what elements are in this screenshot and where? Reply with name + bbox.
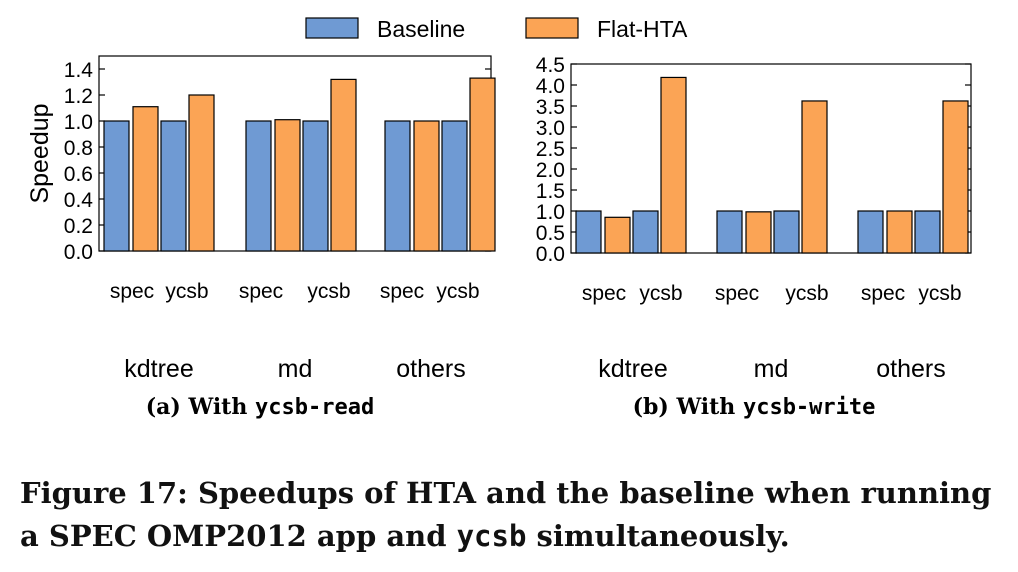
group-label: md	[278, 355, 313, 383]
bar-kdtree-spec-flat-hta	[604, 216, 631, 254]
x-tick-label: ycsb	[436, 280, 479, 303]
bar-md-spec-baseline	[245, 120, 272, 252]
caption-prefix: Figure 17: Speedups of HTA and the basel…	[20, 476, 992, 553]
x-tick-label: spec	[715, 282, 759, 305]
figure-canvas: Baseline Flat-HTA 0.0 0.2 0.4 0.6 0.8 1.0 1.2 1.…	[26, 16, 972, 420]
panel-b: 0.00.51.01.52.02.53.03.54.04.5 spec ycsb kd…	[536, 54, 972, 420]
y-tick-label: 2.5	[536, 138, 565, 161]
x-tick-label: ycsb	[307, 280, 350, 303]
y-tick-label: 0.0	[536, 243, 565, 266]
x-tick-label: ycsb	[639, 282, 682, 305]
group-label: kdtree	[598, 355, 667, 383]
bar-md-ycsb-baseline	[773, 210, 800, 254]
y-tick-label: 1.0	[64, 111, 93, 134]
bar-kdtree-spec-baseline	[575, 210, 602, 254]
bar-kdtree-ycsb-flat-hta	[188, 94, 215, 252]
y-tick-label: 0.5	[536, 222, 565, 245]
y-tick-label: 3.5	[536, 96, 565, 119]
y-tick-label: 4.5	[536, 54, 565, 77]
caption-suffix: simultaneously.	[526, 519, 790, 553]
x-tick-label: ycsb	[918, 282, 961, 305]
legend-label-1: Flat-HTA	[597, 16, 688, 42]
x-tick-label: ycsb	[165, 280, 208, 303]
y-tick-label: 1.2	[64, 85, 93, 108]
legend-swatch-1	[525, 17, 579, 39]
subcaption: (a) With ycsb-read	[146, 394, 374, 420]
x-tick-label: spec	[110, 280, 154, 303]
panel-a: 0.0 0.2 0.4 0.6 0.8 1.0 1.2 1.4 Speedup spec ycsb k…	[26, 55, 496, 420]
group-label: others	[876, 355, 945, 383]
x-tick-label: spec	[380, 280, 424, 303]
y-tick-label: 0.6	[64, 163, 93, 186]
caption-code: ycsb	[456, 519, 527, 553]
legend: Baseline Flat-HTA	[305, 16, 688, 42]
x-tick-label: ycsb	[785, 282, 828, 305]
x-tick-label: spec	[582, 282, 626, 305]
y-tick-label: 1.0	[536, 201, 565, 224]
bar-kdtree-ycsb-baseline	[632, 210, 659, 254]
group-label: kdtree	[124, 355, 193, 383]
bar-md-ycsb-flat-hta	[330, 78, 357, 252]
subcaption-code: ycsb-read	[255, 395, 374, 420]
bar-others-ycsb-baseline	[441, 120, 468, 252]
bar-kdtree-ycsb-flat-hta	[660, 76, 687, 254]
y-tick-label: 0.0	[64, 241, 93, 264]
x-tick-label: spec	[239, 280, 283, 303]
bar-kdtree-spec-flat-hta	[132, 106, 159, 252]
y-axis-label: Speedup	[26, 103, 54, 203]
y-tick-label: 0.8	[64, 137, 93, 160]
bar-md-spec-flat-hta	[745, 211, 772, 254]
subcaption: (b) With ycsb-write	[633, 394, 876, 420]
group-label: others	[396, 355, 465, 383]
bar-kdtree-spec-baseline	[103, 120, 130, 252]
bar-others-ycsb-flat-hta	[942, 100, 969, 254]
bar-md-ycsb-baseline	[302, 120, 329, 252]
bar-md-spec-baseline	[716, 210, 743, 254]
figure-caption: Figure 17: Speedups of HTA and the basel…	[20, 472, 1000, 558]
subcaption-prefix: (b) With	[633, 394, 743, 420]
bar-others-spec-baseline	[857, 210, 884, 254]
y-tick-label: 1.4	[64, 59, 94, 82]
bar-md-spec-flat-hta	[274, 119, 301, 252]
y-tick-label: 4.0	[536, 75, 565, 98]
subcaption-code: ycsb-write	[743, 395, 875, 420]
bar-others-spec-baseline	[384, 120, 411, 252]
bar-kdtree-ycsb-baseline	[160, 120, 187, 252]
subcaption-prefix: (a) With	[146, 394, 255, 420]
y-tick-label: 0.4	[64, 189, 94, 212]
legend-label-0: Baseline	[377, 16, 465, 42]
y-tick-label: 3.0	[536, 117, 565, 140]
y-tick-label: 0.2	[64, 215, 93, 238]
bar-others-spec-flat-hta	[886, 210, 913, 254]
group-label: md	[754, 355, 789, 383]
x-tick-label: spec	[861, 282, 905, 305]
bar-md-ycsb-flat-hta	[801, 100, 828, 254]
y-tick-label: 2.0	[536, 159, 565, 182]
legend-swatch-0	[305, 17, 359, 39]
bar-others-spec-flat-hta	[413, 120, 440, 252]
bar-others-ycsb-flat-hta	[469, 77, 496, 252]
y-tick-label: 1.5	[536, 180, 565, 203]
bar-others-ycsb-baseline	[914, 210, 941, 254]
